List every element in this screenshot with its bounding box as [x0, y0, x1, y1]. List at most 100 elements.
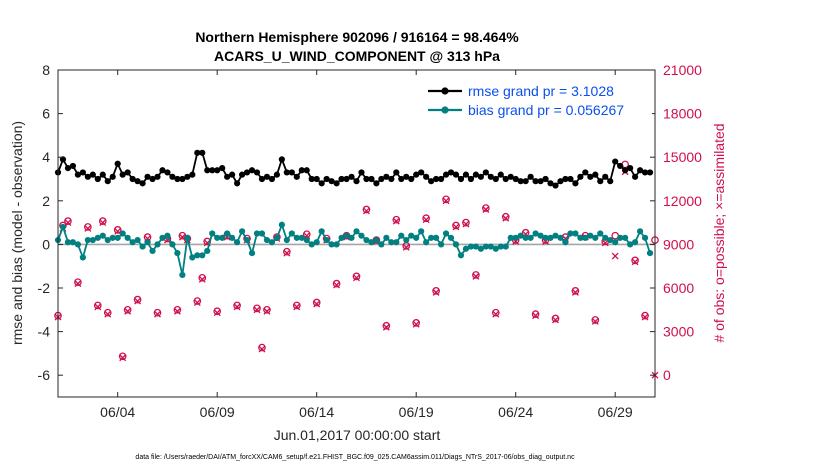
legend: rmse grand pr = 3.1028 bias grand pr = 0… — [420, 78, 652, 122]
bias-point — [189, 254, 196, 261]
bias-point — [298, 234, 305, 241]
bias-point — [234, 239, 241, 246]
obs-possible-marker — [292, 301, 301, 310]
bias-point — [94, 234, 101, 241]
obs-assimilated-marker — [313, 300, 321, 308]
obs-assimilated-marker — [631, 258, 639, 266]
bias-point — [632, 239, 639, 246]
bias-point — [84, 236, 91, 244]
obs-possible-marker — [462, 218, 470, 227]
rmse-point — [547, 180, 554, 187]
y2-tick-label: 15000 — [663, 149, 702, 165]
rmse-point — [204, 167, 211, 174]
bias-point — [532, 230, 539, 237]
y2-tick-label: 6000 — [663, 280, 694, 296]
obs-assimilated-marker — [472, 272, 480, 280]
bias-point — [587, 232, 594, 239]
rmse-point — [592, 171, 599, 178]
data-file-footnote: data file: /Users/raeder/DAI/ATM_forcXX/… — [135, 454, 575, 461]
rmse-point — [343, 175, 350, 183]
obs-assimilated-marker — [492, 310, 500, 318]
obs-assimilated-marker — [442, 197, 450, 205]
obs-assimilated-marker — [293, 303, 301, 311]
rmse-point — [258, 175, 266, 183]
bias-point — [253, 230, 261, 237]
obs-possible-marker — [641, 311, 649, 320]
bias-point — [59, 223, 67, 231]
bias-point — [104, 236, 111, 244]
bias-point — [502, 243, 509, 250]
rmse-point — [467, 175, 475, 183]
rmse-point — [363, 175, 370, 183]
rmse-point — [497, 171, 504, 178]
obs-possible-marker — [362, 205, 371, 214]
y2-tick-label: 18000 — [663, 106, 702, 122]
rmse-point — [413, 171, 420, 178]
obs-assimilated-marker — [213, 309, 221, 317]
rmse-point — [318, 180, 325, 187]
obs-possible-marker — [531, 310, 540, 319]
rmse-point — [388, 175, 395, 183]
bias-point — [617, 234, 624, 241]
bias-point — [418, 228, 425, 235]
x-tick-label: 06/14 — [299, 404, 334, 420]
rmse-point — [472, 171, 479, 178]
rmse-point — [144, 173, 151, 180]
bias-point — [557, 234, 564, 241]
rmse-point — [373, 180, 380, 187]
rmse-point — [114, 160, 121, 167]
rmse-point — [522, 178, 529, 185]
legend-rmse-label: rmse grand pr = 3.1028 — [468, 83, 614, 99]
bias-point — [572, 230, 579, 237]
bias-point — [562, 239, 569, 246]
bias-point — [428, 234, 435, 241]
bias-point — [219, 234, 226, 241]
rmse-point — [69, 162, 77, 170]
rmse-point — [562, 175, 569, 183]
obs-assimilated-marker — [402, 243, 410, 251]
obs-possible-marker — [118, 352, 127, 361]
bias-point — [378, 241, 385, 248]
obs-assimilated-marker — [452, 223, 460, 231]
rmse-point — [423, 173, 430, 180]
rmse-point — [238, 171, 246, 178]
rmse-point — [462, 171, 470, 178]
y2-tick-label: 12000 — [663, 193, 702, 209]
obs-possible-marker — [312, 298, 321, 307]
bias-point — [452, 241, 460, 248]
obs-possible-marker — [442, 195, 450, 204]
obs-possible-marker — [93, 301, 102, 310]
obs-possible-marker — [233, 301, 241, 310]
bias-point — [194, 252, 201, 259]
obs-possible-marker — [113, 226, 122, 234]
bias-point — [487, 243, 494, 250]
rmse-point — [288, 169, 295, 176]
rmse-point — [139, 180, 146, 187]
rmse-point — [403, 173, 410, 180]
bias-point — [641, 234, 649, 241]
obs-assimilated-marker — [382, 323, 390, 331]
rmse-point — [64, 165, 72, 172]
rmse-point — [234, 180, 241, 187]
obs-assimilated-marker — [333, 281, 341, 289]
obs-assimilated-marker — [99, 219, 107, 227]
bias-point — [114, 234, 121, 241]
obs-assimilated-marker — [591, 317, 599, 325]
obs-assimilated-marker — [154, 310, 161, 318]
bias-point — [442, 230, 450, 237]
obs-possible-marker — [153, 308, 162, 317]
rmse-point — [273, 171, 280, 178]
rmse-point — [308, 175, 315, 183]
bias-point — [224, 230, 231, 237]
bias-point — [248, 250, 256, 257]
obs-assimilated-marker — [173, 307, 181, 315]
rmse-point — [119, 171, 126, 178]
bias-point — [238, 228, 246, 235]
rmse-point — [99, 171, 106, 178]
obs-assimilated-marker — [193, 299, 201, 306]
obs-assimilated-marker — [641, 313, 649, 321]
rmse-point — [597, 178, 604, 185]
bias-point — [537, 232, 544, 239]
bias-series — [54, 221, 654, 279]
rmse-point — [527, 173, 534, 180]
